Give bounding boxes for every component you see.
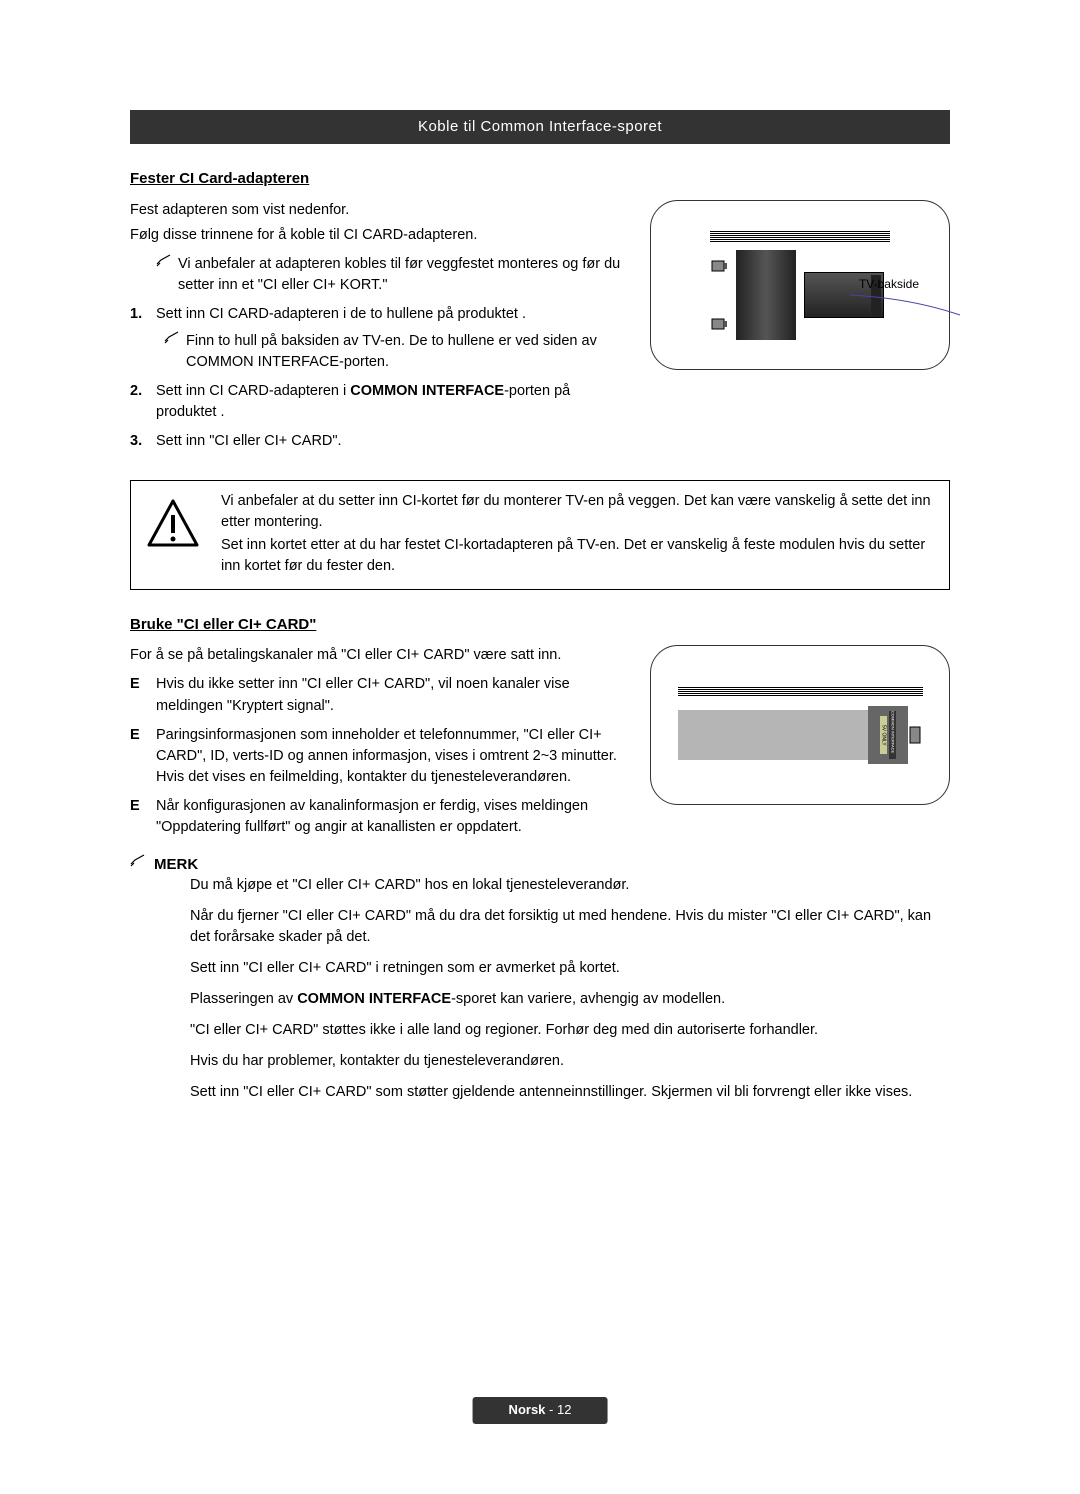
warning-p1: Vi anbefaler at du setter inn CI-kortet … (221, 491, 935, 533)
footer-page: Norsk - 12 (473, 1397, 608, 1424)
note-1: Vi anbefaler at adapteren kobles til før… (178, 254, 630, 296)
figure-2: 5V ONLY COMMON INTERFACE (650, 645, 950, 845)
section1-content: Fest adapteren som vist nedenfor. Følg d… (130, 200, 630, 460)
note-icon (156, 254, 172, 296)
warning-icon (145, 497, 201, 553)
merk-heading: MERK (130, 854, 950, 876)
section-banner: Koble til Common Interface-sporet (130, 110, 950, 144)
intro-2: Følg disse trinnene for å koble til CI C… (130, 225, 630, 246)
merk-5: "CI eller CI+ CARD" støttes ikke i alle … (190, 1020, 950, 1041)
section2-intro: For å se på betalingskanaler må "CI elle… (130, 645, 630, 666)
bullet-3: Når konfigurasjonen av kanalinformasjon … (130, 796, 630, 838)
tv-back-label: TV-bakside (859, 276, 919, 293)
step-1-sub: Finn to hull på baksiden av TV-en. De to… (186, 331, 630, 373)
merk-6: Hvis du har problemer, kontakter du tjen… (190, 1051, 950, 1072)
step-1: Sett inn CI CARD-adapteren i de to hulle… (130, 304, 630, 373)
intro-1: Fest adapteren som vist nedenfor. (130, 200, 630, 221)
bullet-1: Hvis du ikke setter inn "CI eller CI+ CA… (130, 674, 630, 716)
arrow-icon (850, 290, 970, 320)
port-icon (908, 725, 922, 745)
section2-content: For å se på betalingskanaler må "CI elle… (130, 645, 630, 845)
heading-bruke: Bruke "CI eller CI+ CARD" (130, 614, 950, 636)
merk-3: Sett inn "CI eller CI+ CARD" i retningen… (190, 958, 950, 979)
note-icon (164, 331, 180, 373)
connector-icon (710, 315, 728, 333)
warning-box: Vi anbefaler at du setter inn CI-kortet … (130, 480, 950, 590)
figure-1: TV-bakside (650, 200, 950, 460)
step-3: Sett inn "CI eller CI+ CARD". (130, 431, 630, 452)
merk-2: Når du fjerner "CI eller CI+ CARD" må du… (190, 906, 950, 948)
connector-icon (710, 257, 728, 275)
note-icon (130, 854, 148, 875)
merk-7: Sett inn "CI eller CI+ CARD" som støtter… (190, 1082, 950, 1103)
bullet-2: Paringsinformasjonen som inneholder et t… (130, 725, 630, 788)
step-2: Sett inn CI CARD-adapteren i COMMON INTE… (130, 381, 630, 423)
merk-label: MERK (154, 854, 198, 876)
merk-items: Du må kjøpe et "CI eller CI+ CARD" hos e… (190, 875, 950, 1103)
warning-p2: Set inn kortet etter at du har festet CI… (221, 535, 935, 577)
heading-fester: Fester CI Card-adapteren (130, 168, 950, 190)
merk-4: Plasseringen av COMMON INTERFACE-sporet … (190, 989, 950, 1010)
warning-text: Vi anbefaler at du setter inn CI-kortet … (221, 491, 935, 579)
merk-1: Du må kjøpe et "CI eller CI+ CARD" hos e… (190, 875, 950, 896)
